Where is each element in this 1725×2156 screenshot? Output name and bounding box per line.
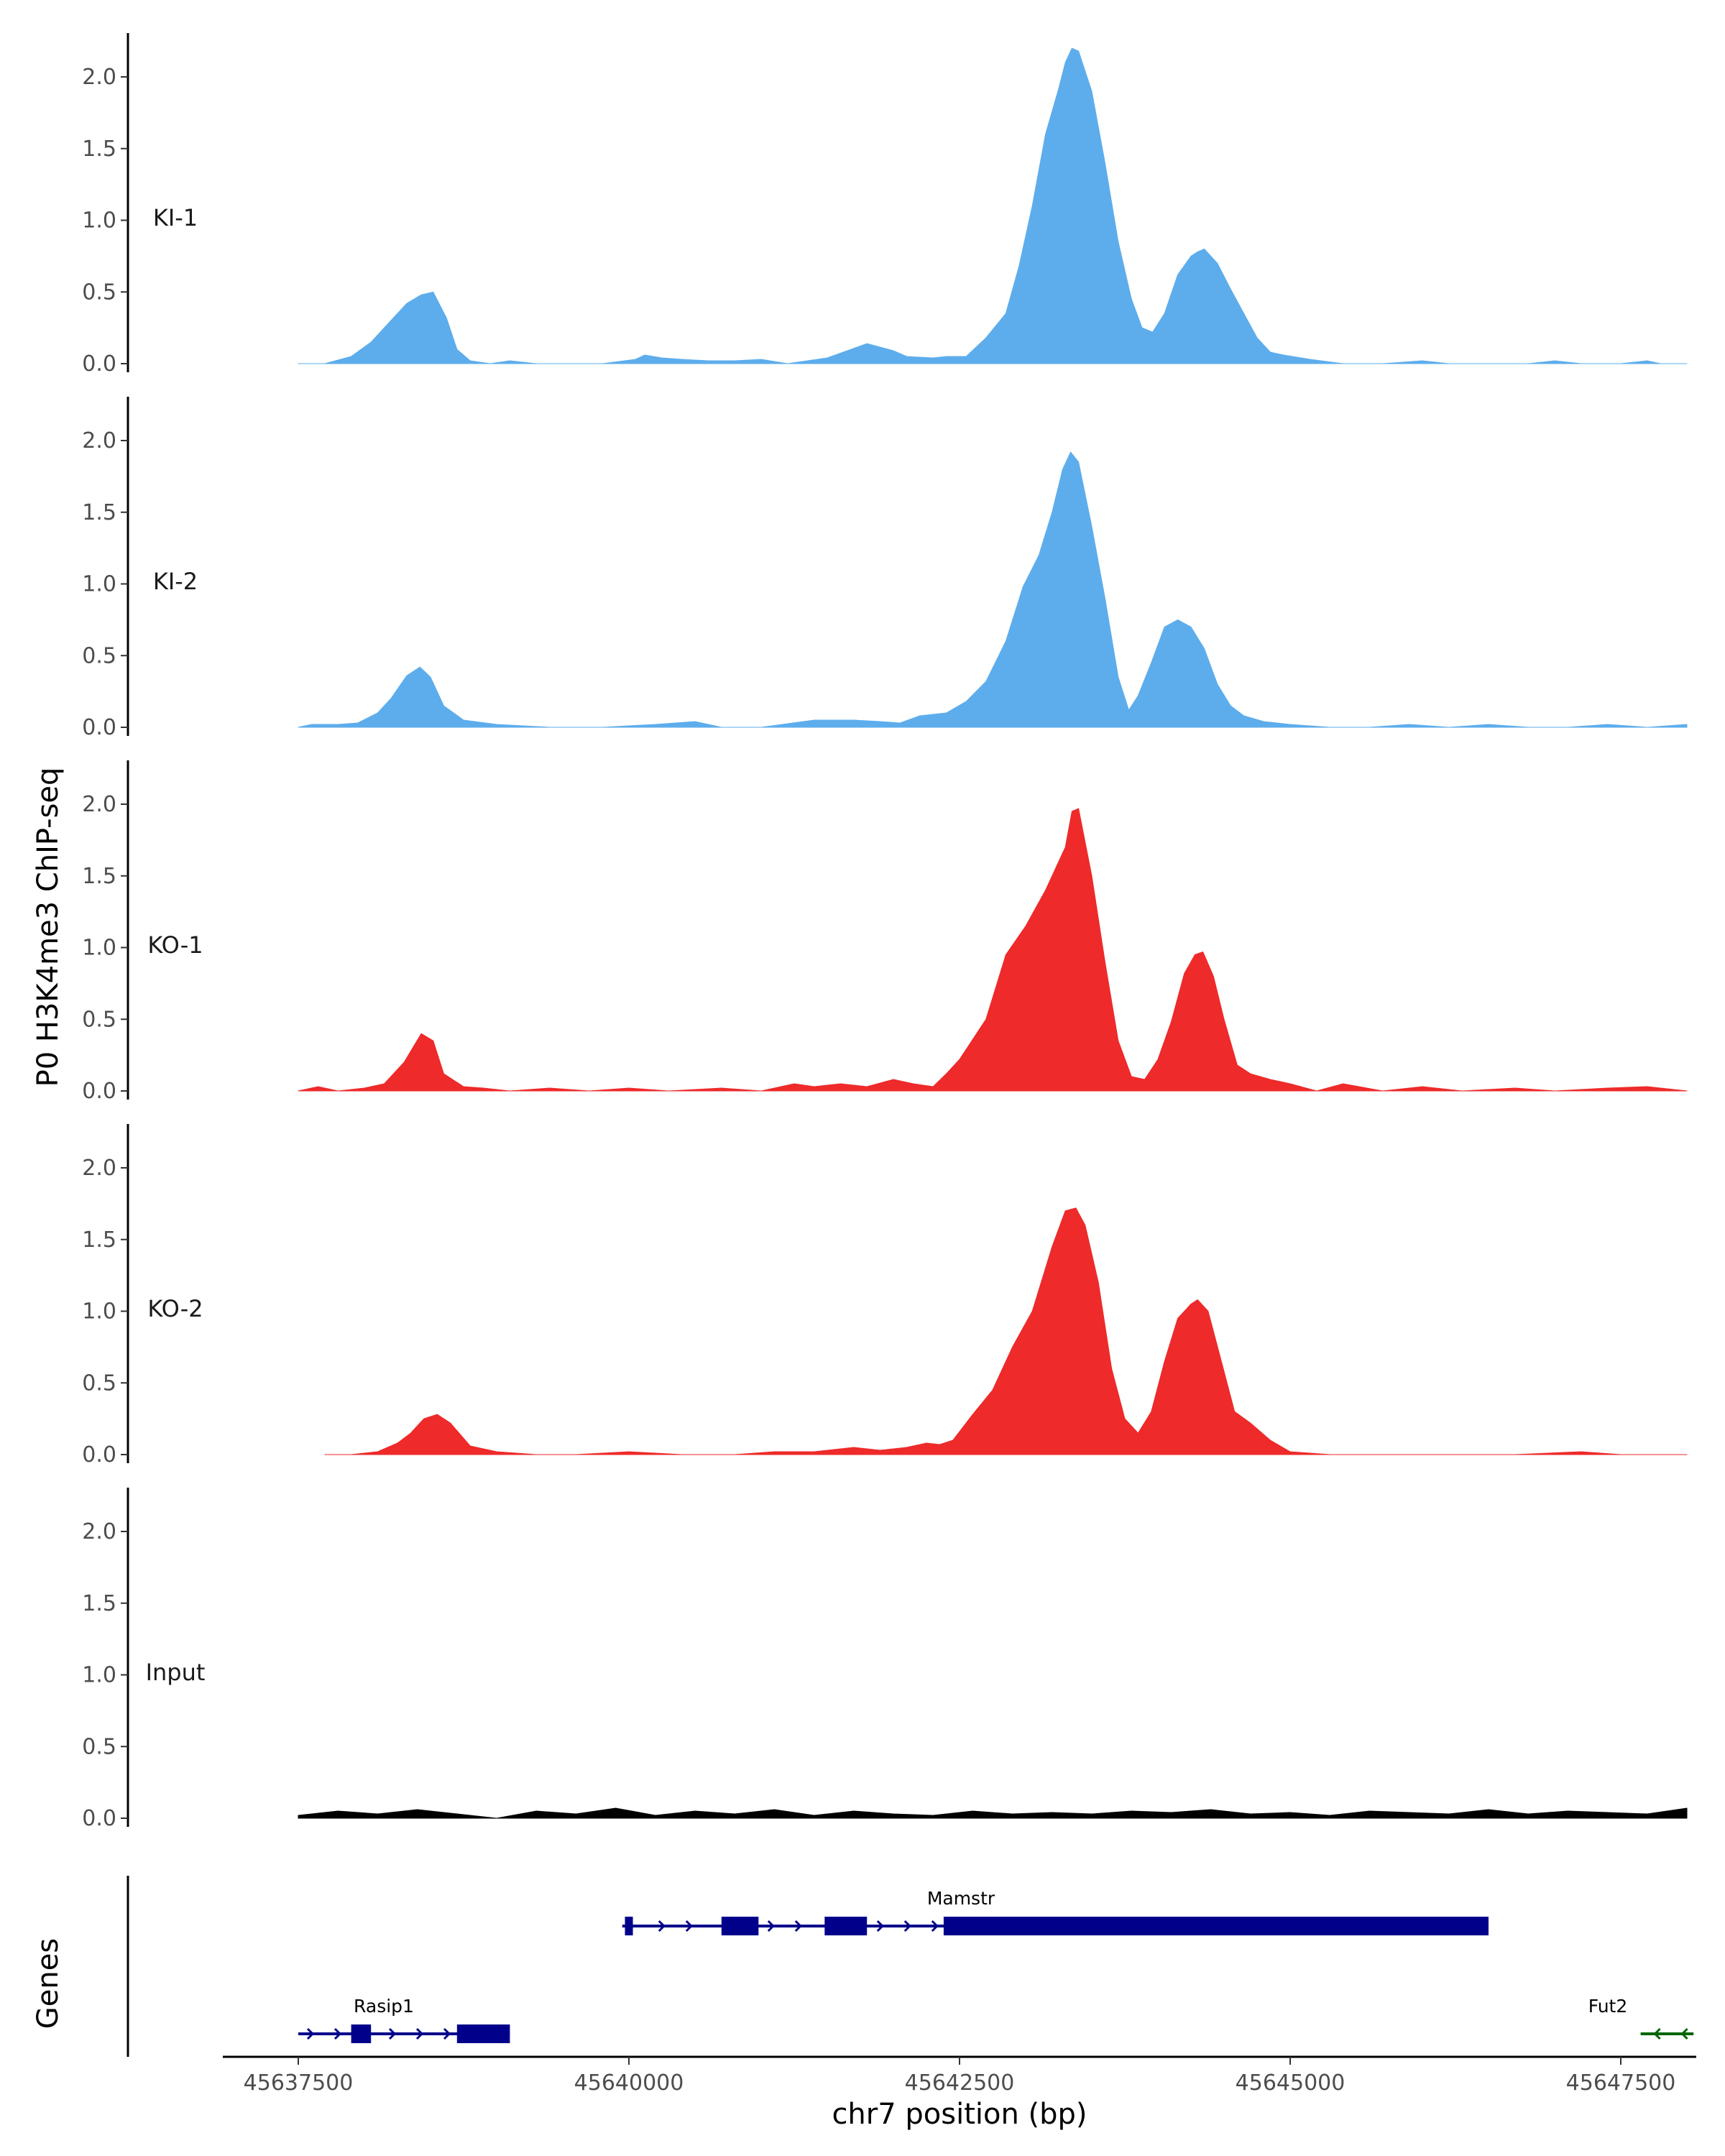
exon [625,1917,633,1935]
y-tick-label: 0.5 [82,280,116,305]
coverage-area-ki-2 [298,451,1688,728]
y-tick-label: 2.0 [82,792,116,817]
y-tick-label: 0.0 [82,1442,116,1468]
gene-mamstr: Mamstr [622,1888,1489,1935]
strand-arrow [685,1920,693,1932]
track-label: KO-2 [147,1295,203,1322]
gene-label: Mamstr [927,1888,995,1909]
track-label: Input [146,1659,206,1686]
x-tick-label: 45645000 [1236,2070,1346,2096]
exon [824,1917,868,1935]
strand-arrow [388,2027,397,2040]
exon [721,1917,759,1935]
strand-arrow [931,1920,939,1932]
strand-arrow [1653,2027,1661,2040]
y-tick-label: 2.0 [82,1156,116,1181]
gene-label: Fut2 [1588,1996,1628,2017]
track-label: KI-1 [153,204,198,231]
track-ko-1: 0.0 0.5 1.0 1.5 2.0 KO-1 [82,760,1688,1104]
x-tick-label: 45642500 [905,2070,1015,2096]
y-tick-label: 1.5 [82,137,116,162]
strand-arrow [1680,2027,1688,2040]
exon [943,1917,1489,1935]
y-tick-label: 2.0 [82,1519,116,1544]
gene-track: Mamstr Rasip1 Fut2 [126,1876,1694,2057]
y-tick-label: 1.5 [82,1591,116,1616]
coverage-area-ko-2 [324,1207,1688,1455]
x-tick-label: 45647500 [1566,2070,1676,2096]
strand-arrow [767,1920,775,1932]
exon [456,2024,510,2043]
x-tick-label: 45640000 [574,2070,684,2096]
strand-arrow [876,1920,884,1932]
x-axis-title: chr7 position (bp) [832,2098,1087,2131]
strand-arrow [794,1920,802,1932]
gene-label: Rasip1 [354,1996,414,2017]
track-label: KI-2 [153,568,198,595]
coverage-tracks: 0.00.51.01.52.0KI-10.00.51.01.52.0KI-20.… [82,33,1688,1831]
strand-arrow [334,2027,342,2040]
y-tick-label: 1.5 [82,864,116,889]
track-ko-2: 0.0 0.5 1.0 1.5 2.0 KO-2 [82,1124,1688,1468]
x-tick-label: 45637500 [244,2070,354,2096]
y-tick-label: 2.0 [82,428,116,453]
y-tick-label: 1.5 [82,500,116,525]
strand-arrow [443,2027,451,2040]
y-tick-label: 1.5 [82,1227,116,1253]
y-tick-label: 0.5 [82,643,116,668]
strand-arrow [658,1920,666,1932]
gene-fut2: Fut2 [1588,1996,1694,2040]
y-tick-label: 2.0 [82,65,116,90]
coverage-area-ko-1 [298,808,1688,1092]
y-tick-label: 0.0 [82,351,116,377]
y-tick-label: 0.5 [82,1734,116,1759]
track-ki-1: 0.0 0.5 1.0 1.5 2.0 KI-1 [82,33,1688,377]
y-tick-label: 0.0 [82,1079,116,1104]
track-ki-2: 0.0 0.5 1.0 1.5 2.0 KI-2 [82,397,1688,740]
y-tick-label: 0.0 [82,1806,116,1831]
y-tick-label: 0.0 [82,715,116,740]
x-axis: 45637500 45640000 45642500 45645000 45647500 [223,2055,1696,2096]
track-label: KO-1 [147,931,203,959]
coverage-area-ki-1 [298,47,1688,364]
y-tick-label: 1.0 [82,208,116,234]
coverage-area-input [298,1807,1688,1819]
track-input: 0.0 0.5 1.0 1.5 2.0 Input [82,1488,1688,1831]
strand-arrow [903,1920,911,1932]
exon [351,2024,372,2043]
y-axis-title: P0 H3K4me3 ChIP-seq [32,768,65,1087]
y-tick-label: 1.0 [82,1663,116,1688]
strand-arrow [415,2027,424,2040]
y-tick-label: 1.0 [82,936,116,961]
genes-track-title: Genes [32,1938,65,2029]
strand-arrow [306,2027,315,2040]
y-tick-label: 1.0 [82,572,116,597]
y-tick-label: 0.5 [82,1007,116,1032]
y-tick-label: 1.0 [82,1299,116,1325]
gene-rasip1: Rasip1 [298,1996,510,2043]
y-tick-label: 0.5 [82,1370,116,1396]
